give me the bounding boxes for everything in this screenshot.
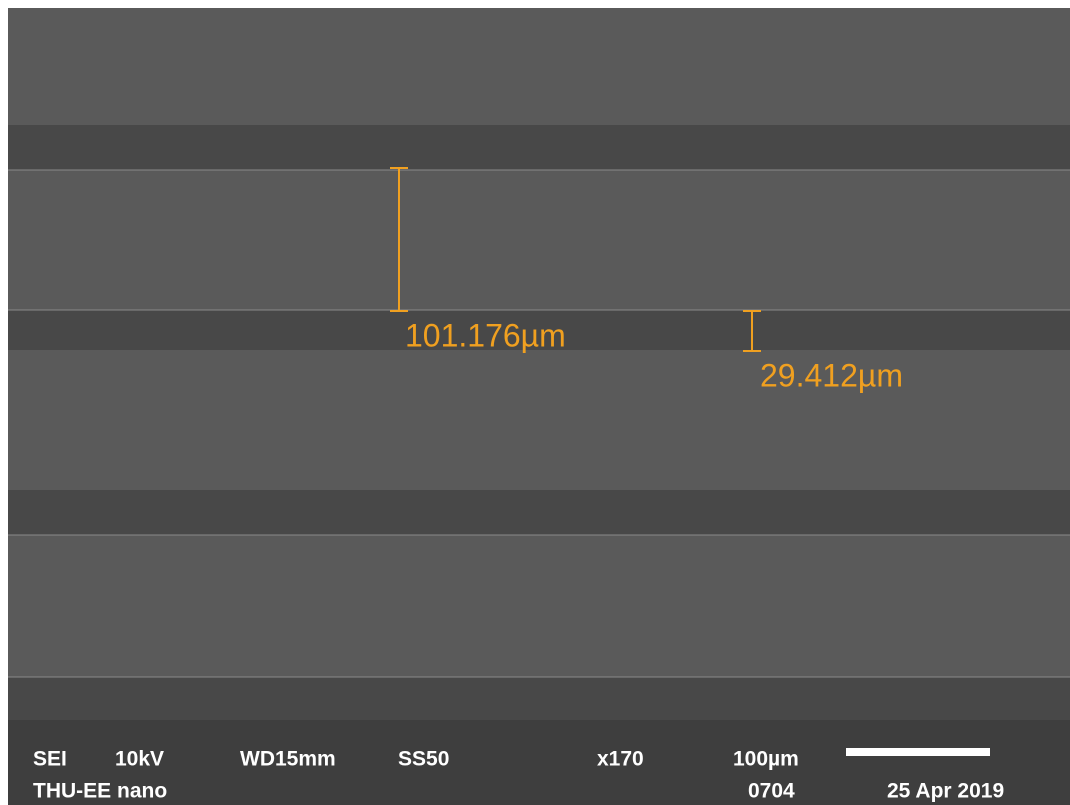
info-text: 10kV bbox=[115, 748, 164, 771]
stripe bbox=[8, 350, 1070, 490]
measure-label: 29.412µm bbox=[760, 357, 903, 393]
info-text: 25 Apr 2019 bbox=[887, 780, 1004, 803]
stripe bbox=[8, 535, 1070, 677]
info-text: 100µm bbox=[733, 748, 799, 771]
info-text: THU-EE nano bbox=[33, 780, 167, 803]
measure-label: 101.176µm bbox=[405, 317, 566, 353]
sem-image: 101.176µm 29.412µm SEI 10kV WD15mm SS50 … bbox=[0, 0, 1070, 805]
info-text: SEI bbox=[33, 748, 67, 771]
info-text: SS50 bbox=[398, 748, 449, 771]
info-text: WD15mm bbox=[240, 748, 336, 771]
stripe bbox=[8, 8, 1070, 125]
info-text: x170 bbox=[597, 748, 644, 771]
scale-bar bbox=[846, 748, 990, 756]
info-text: 0704 bbox=[748, 780, 795, 803]
stripe bbox=[8, 170, 1070, 310]
